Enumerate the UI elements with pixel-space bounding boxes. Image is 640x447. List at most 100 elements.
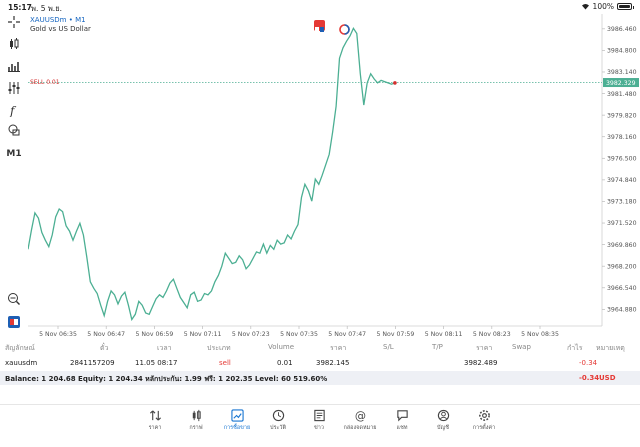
function-icon[interactable]: f [4,102,24,118]
balance-summary: Balance: 1 204.68 Equity: 1 204.34 หลักป… [5,375,328,383]
nav-mailbox[interactable]: @ กล่องจดหมาย [338,409,382,432]
price-tick-label: 3978.160 [607,134,637,141]
time-tick-label: 5 Nov 06:35 [39,331,77,338]
col-tp: T/P [432,343,443,351]
total-currency: USD [599,374,616,382]
position-symbol: xauusdm [5,359,38,367]
price-tick-label: 3966.540 [607,285,637,292]
col-type: ประเภท [207,344,231,352]
nav-trade[interactable]: การซื้อขาย [215,409,259,432]
position-time: 11.05 08:17 [135,359,178,367]
col-profit: กำไร [567,344,583,352]
status-time: 15:17 [8,3,32,12]
time-tick-label: 5 Nov 08:35 [521,331,559,338]
battery-icon [617,3,634,10]
nav-label: แชท [396,425,408,431]
symbol-timeframe: M1 [75,16,86,24]
price-tick-label: 3974.840 [607,177,637,184]
one-click-trading-icon[interactable] [4,314,24,330]
status-date: พ. 5 พ.ย. [31,4,62,13]
news-icon [313,409,325,422]
nav-chart[interactable]: กราฟ [174,409,218,432]
col-comment: หมายเหตุ [596,344,625,352]
col-swap: Swap [512,343,531,351]
position-ticket: 2841157209 [70,359,115,367]
col-time: เวลา [157,344,172,352]
price-tick-label: 3981.480 [607,91,637,98]
sell-quick-button[interactable] [314,20,325,32]
position-type: sell [219,359,231,367]
history-icon [272,409,284,422]
nav-label: ประวัติ [269,425,287,431]
status-bar: 15:17 พ. 5 พ.ย. 100% [0,0,640,14]
col-current: ราคา [476,344,493,352]
svg-text:f: f [9,104,17,117]
time-tick-label: 5 Nov 07:47 [328,331,366,338]
price-tick-label: 3983.140 [607,69,637,76]
price-tick-label: 3984.800 [607,48,637,55]
price-tick-label: 3971.520 [607,220,637,227]
col-symbol: สัญลักษณ์ [5,344,35,352]
crosshair-icon[interactable] [4,14,24,30]
col-volume: Volume [268,343,295,351]
time-tick-label: 5 Nov 06:47 [87,331,125,338]
price-chart-svg[interactable]: 3986.460 3984.800 3983.140 3981.480 3979.820… [28,14,640,339]
col-price: ราคา [330,344,347,352]
price-tick-label: 3969.860 [607,242,637,249]
sell-order-label[interactable]: SELL 0.01 [30,79,60,86]
time-tick-label: 5 Nov 08:11 [425,331,463,338]
indicators-icon[interactable] [4,80,24,96]
col-sl: S/L [383,343,394,351]
price-tick-label: 3964.880 [607,307,637,314]
table-header: สัญลักษณ์ ตั๋ว เวลา ประเภท Volume ราคา S… [0,340,640,354]
time-tick-label: 5 Nov 08:23 [473,331,511,338]
nav-label: บัญชี [437,425,449,431]
time-tick-label: 5 Nov 06:59 [136,331,174,338]
zoom-icon[interactable] [4,291,24,307]
nav-account[interactable]: บัญชี [421,409,465,432]
nav-news[interactable]: ข่าว [297,409,341,432]
time-tick-label: 5 Nov 07:23 [232,331,270,338]
nav-label: ข่าว [314,425,324,431]
timeframe-button[interactable]: M1 [6,149,22,159]
settings-icon [478,410,490,421]
position-current: 3982.489 [464,359,498,367]
wifi-icon [581,4,589,10]
nav-label: ราคา [148,425,162,431]
time-tick-label: 5 Nov 07:59 [377,331,415,338]
symbol-description: Gold vs US Dollar [30,25,91,33]
position-volume: 0.01 [277,359,293,367]
col-ticket: ตั๋ว [100,344,109,352]
nav-history[interactable]: ประวัติ [256,409,300,432]
current-price-dot [393,81,397,85]
price-tick-label: 3976.500 [607,156,637,163]
nav-chat[interactable]: แชท [380,409,424,432]
chart-icon [192,409,201,422]
bottom-nav: ราคา กราฟ การซื้อขาย ประวัติ ข่าว @ กล่อ… [0,404,640,447]
chat-icon [396,410,408,422]
symbol-header: XAUUSDm • M1 Gold vs US Dollar [30,16,91,33]
price-tick-label: 3968.200 [607,263,637,270]
nav-label: กราฟ [189,425,203,431]
svg-text:@: @ [354,410,365,422]
candles-icon[interactable] [4,36,24,52]
quotes-icon [149,410,161,421]
symbol-name: XAUUSDm [30,16,67,24]
bars-icon[interactable] [4,58,24,74]
price-chart[interactable]: 3986.460 3984.800 3983.140 3981.480 3979.820… [28,14,640,339]
price-tick-label: 3979.820 [607,112,637,119]
objects-icon[interactable] [4,122,24,138]
mailbox-icon: @ [354,410,365,422]
buy-quick-button[interactable] [339,20,350,35]
nav-quotes[interactable]: ราคา [133,409,177,432]
table-row[interactable]: xauusdm 2841157209 11.05 08:17 sell 0.01… [0,356,640,370]
nav-settings[interactable]: การตั้งค่า [462,409,506,432]
balance-row: Balance: 1 204.68 Equity: 1 204.34 หลักป… [0,371,640,385]
total-profit: -0.34 [579,374,600,382]
price-tick-label: 3973.180 [607,199,637,206]
current-price-label: 3982.329 [606,80,636,87]
time-tick-label: 5 Nov 07:35 [280,331,318,338]
position-profit: -0.34 [579,359,598,367]
nav-label: กล่องจดหมาย [343,425,377,431]
account-icon [437,409,449,422]
